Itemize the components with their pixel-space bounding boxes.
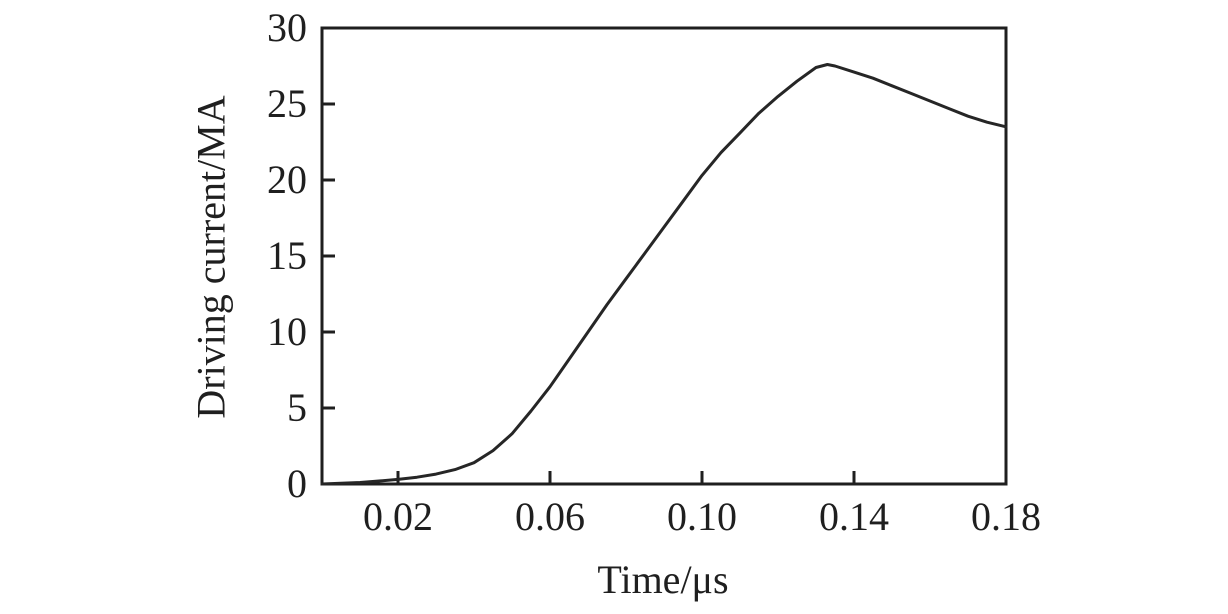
x-tick-label: 0.18 (971, 494, 1041, 539)
y-tick-label: 25 (267, 81, 307, 126)
plot-frame (320, 26, 1008, 486)
y-tick-label: 0 (287, 461, 307, 506)
x-tick-label: 0.10 (667, 494, 737, 539)
y-axis-title: Driving current/MA (188, 95, 234, 419)
y-tick-label: 15 (267, 233, 307, 278)
x-axis-title: Time/μs (597, 557, 729, 602)
x-tick-label: 0.14 (819, 494, 889, 539)
driving-current-curve (320, 63, 1008, 486)
y-tick-label: 5 (287, 385, 307, 430)
x-tick-label: 0.02 (363, 494, 433, 539)
x-tick-label: 0.06 (515, 494, 585, 539)
y-tick-label: 10 (267, 309, 307, 354)
y-tick-label: 30 (267, 5, 307, 50)
y-tick-label: 20 (267, 157, 307, 202)
